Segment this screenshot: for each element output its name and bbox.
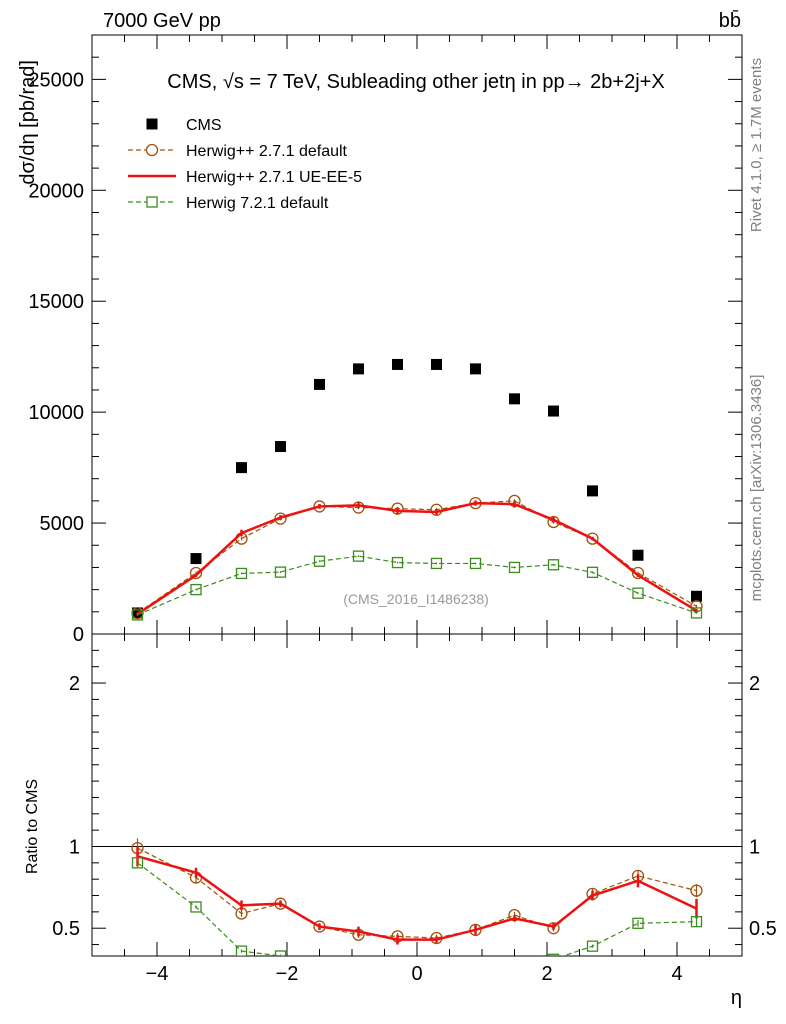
herwig-2-7-1-default-point [352,501,365,514]
cms-point [587,485,598,497]
herwig-7-2-1-default-point [352,550,365,562]
herwig-7-2-1-default-point [274,566,287,578]
herwig-2-7-1-default-point [631,566,645,580]
legend-entry-label: Herwig++ 2.7.1 default [186,143,348,160]
ratio-y-tick-label-right: 2 [749,673,760,695]
y-tick-label: 20000 [28,180,84,202]
ratio-herwig-7-2-1-default-point [190,901,202,913]
ratio-y-tick-label-right: 0.5 [749,918,777,940]
ratio-herwig-2-7-1-default-line [137,847,697,939]
ratio-herwig-7-2-1-default-point [690,916,703,928]
ratio-y-tick-label: 0.5 [52,918,80,940]
herwig-7-2-1-default-point [586,566,599,578]
x-axis-label: η [731,987,742,1009]
x-tick-label: −2 [276,963,299,985]
legend-herwigpp-marker [145,143,159,157]
mcplots-note: mcplots.cern.ch [arXiv:1306.3436] [748,375,765,602]
ratio-herwig-7-2-1-default-point [471,961,481,971]
herwig-7-2-1-default-point [131,609,144,621]
chart-title: CMS, √s = 7 TeV, Subleading other jetη i… [167,71,664,93]
herwig-7-2-1-default-point [632,587,644,599]
herwig-7-2-1-default-point [235,567,248,580]
ratio-herwig-7-2-1-default-point [632,917,644,929]
ratio-herwig-7-2-1-default-point [547,953,560,956]
ratio-herwig-7-2-1-default-point [432,962,442,972]
legend-herwig7-marker [146,196,158,208]
cms-point [691,590,702,602]
y-tick-label: 5000 [40,513,85,535]
energy-label: 7000 GeV pp [103,10,221,32]
rivet-note: Rivet 4.1.0, ≥ 1.7M events [748,58,765,232]
y-tick-label: 10000 [28,402,84,424]
x-tick-label: 2 [541,963,552,985]
cms-point [548,405,559,417]
ratio-herwig-7-2-1-default-line [137,862,697,956]
ratio-herwig-7-2-1-default-point [586,940,599,952]
legend-cms-marker [146,118,158,130]
y-axis-label: dσ/dη [pb/rad] [17,60,39,185]
legend-entry-label: Herwig 7.2.1 default [186,195,329,212]
ratio-herwig-2-7-1-ue-ee-5-line [137,855,698,941]
ratio-herwig-7-2-1-default-point [274,950,287,956]
herwig-2-7-1-default-point [586,532,599,545]
ratio-herwig-7-2-1-default-point [235,945,248,956]
legend-entry-label: CMS [186,117,222,134]
herwig-7-2-1-default-point [391,556,404,569]
herwig-7-2-1-default-point [313,555,326,567]
ratio-herwig-2-7-1-default-point [547,922,560,935]
x-tick-label: −4 [146,963,169,985]
herwig-7-2-1-default-line [137,555,697,616]
ratio-herwig-7-2-1-default-point [510,959,520,969]
analysis-watermark: (CMS_2016_I1486238) [343,591,489,607]
herwig-7-2-1-default-point [190,583,202,596]
process-label: bb̄ [719,9,741,32]
ratio-herwig-2-7-1-default-point [469,923,482,936]
herwig-7-2-1-default-point [690,607,703,619]
ratio-y-axis-label: Ratio to CMS [24,779,41,874]
ratio-herwig-2-7-1-default-point [690,884,703,897]
y-tick-label: 25000 [28,69,84,91]
herwig-7-2-1-default-point [469,557,482,570]
herwig-7-2-1-default-point [430,557,443,570]
cms-point [392,358,403,370]
herwig-2-7-1-default-point [189,566,203,580]
x-tick-label: 0 [411,963,422,985]
y-tick-label: 15000 [28,291,84,313]
legend-entry-label: Herwig++ 2.7.1 UE-EE-5 [186,169,362,186]
cms-point [190,553,202,565]
ratio-y-tick-label: 1 [69,836,80,858]
herwig-2-7-1-ue-ee-5-line [136,501,698,616]
cms-point [431,358,442,370]
cms-point [509,393,520,405]
ratio-y-tick-label: 2 [69,673,80,695]
cms-point [275,441,286,453]
cms-point [470,363,481,375]
herwig-7-2-1-default-point [547,559,560,571]
herwig-7-2-1-default-point [508,561,521,574]
ratio-frame [91,633,743,957]
cms-point [632,549,644,561]
ratio-y-tick-label-right: 1 [749,836,760,858]
ratio-herwig-7-2-1-default-point [354,958,364,968]
ratio-herwig-7-2-1-default-point [131,857,144,869]
y-tick-label: 0 [73,624,84,646]
x-tick-label: 4 [671,963,682,985]
cms-point [236,462,247,474]
cms-point [353,363,364,375]
cms-point [314,378,325,390]
ratio-herwig-7-2-1-default-point [315,958,325,968]
ratio-herwig-7-2-1-default-point [393,961,403,971]
